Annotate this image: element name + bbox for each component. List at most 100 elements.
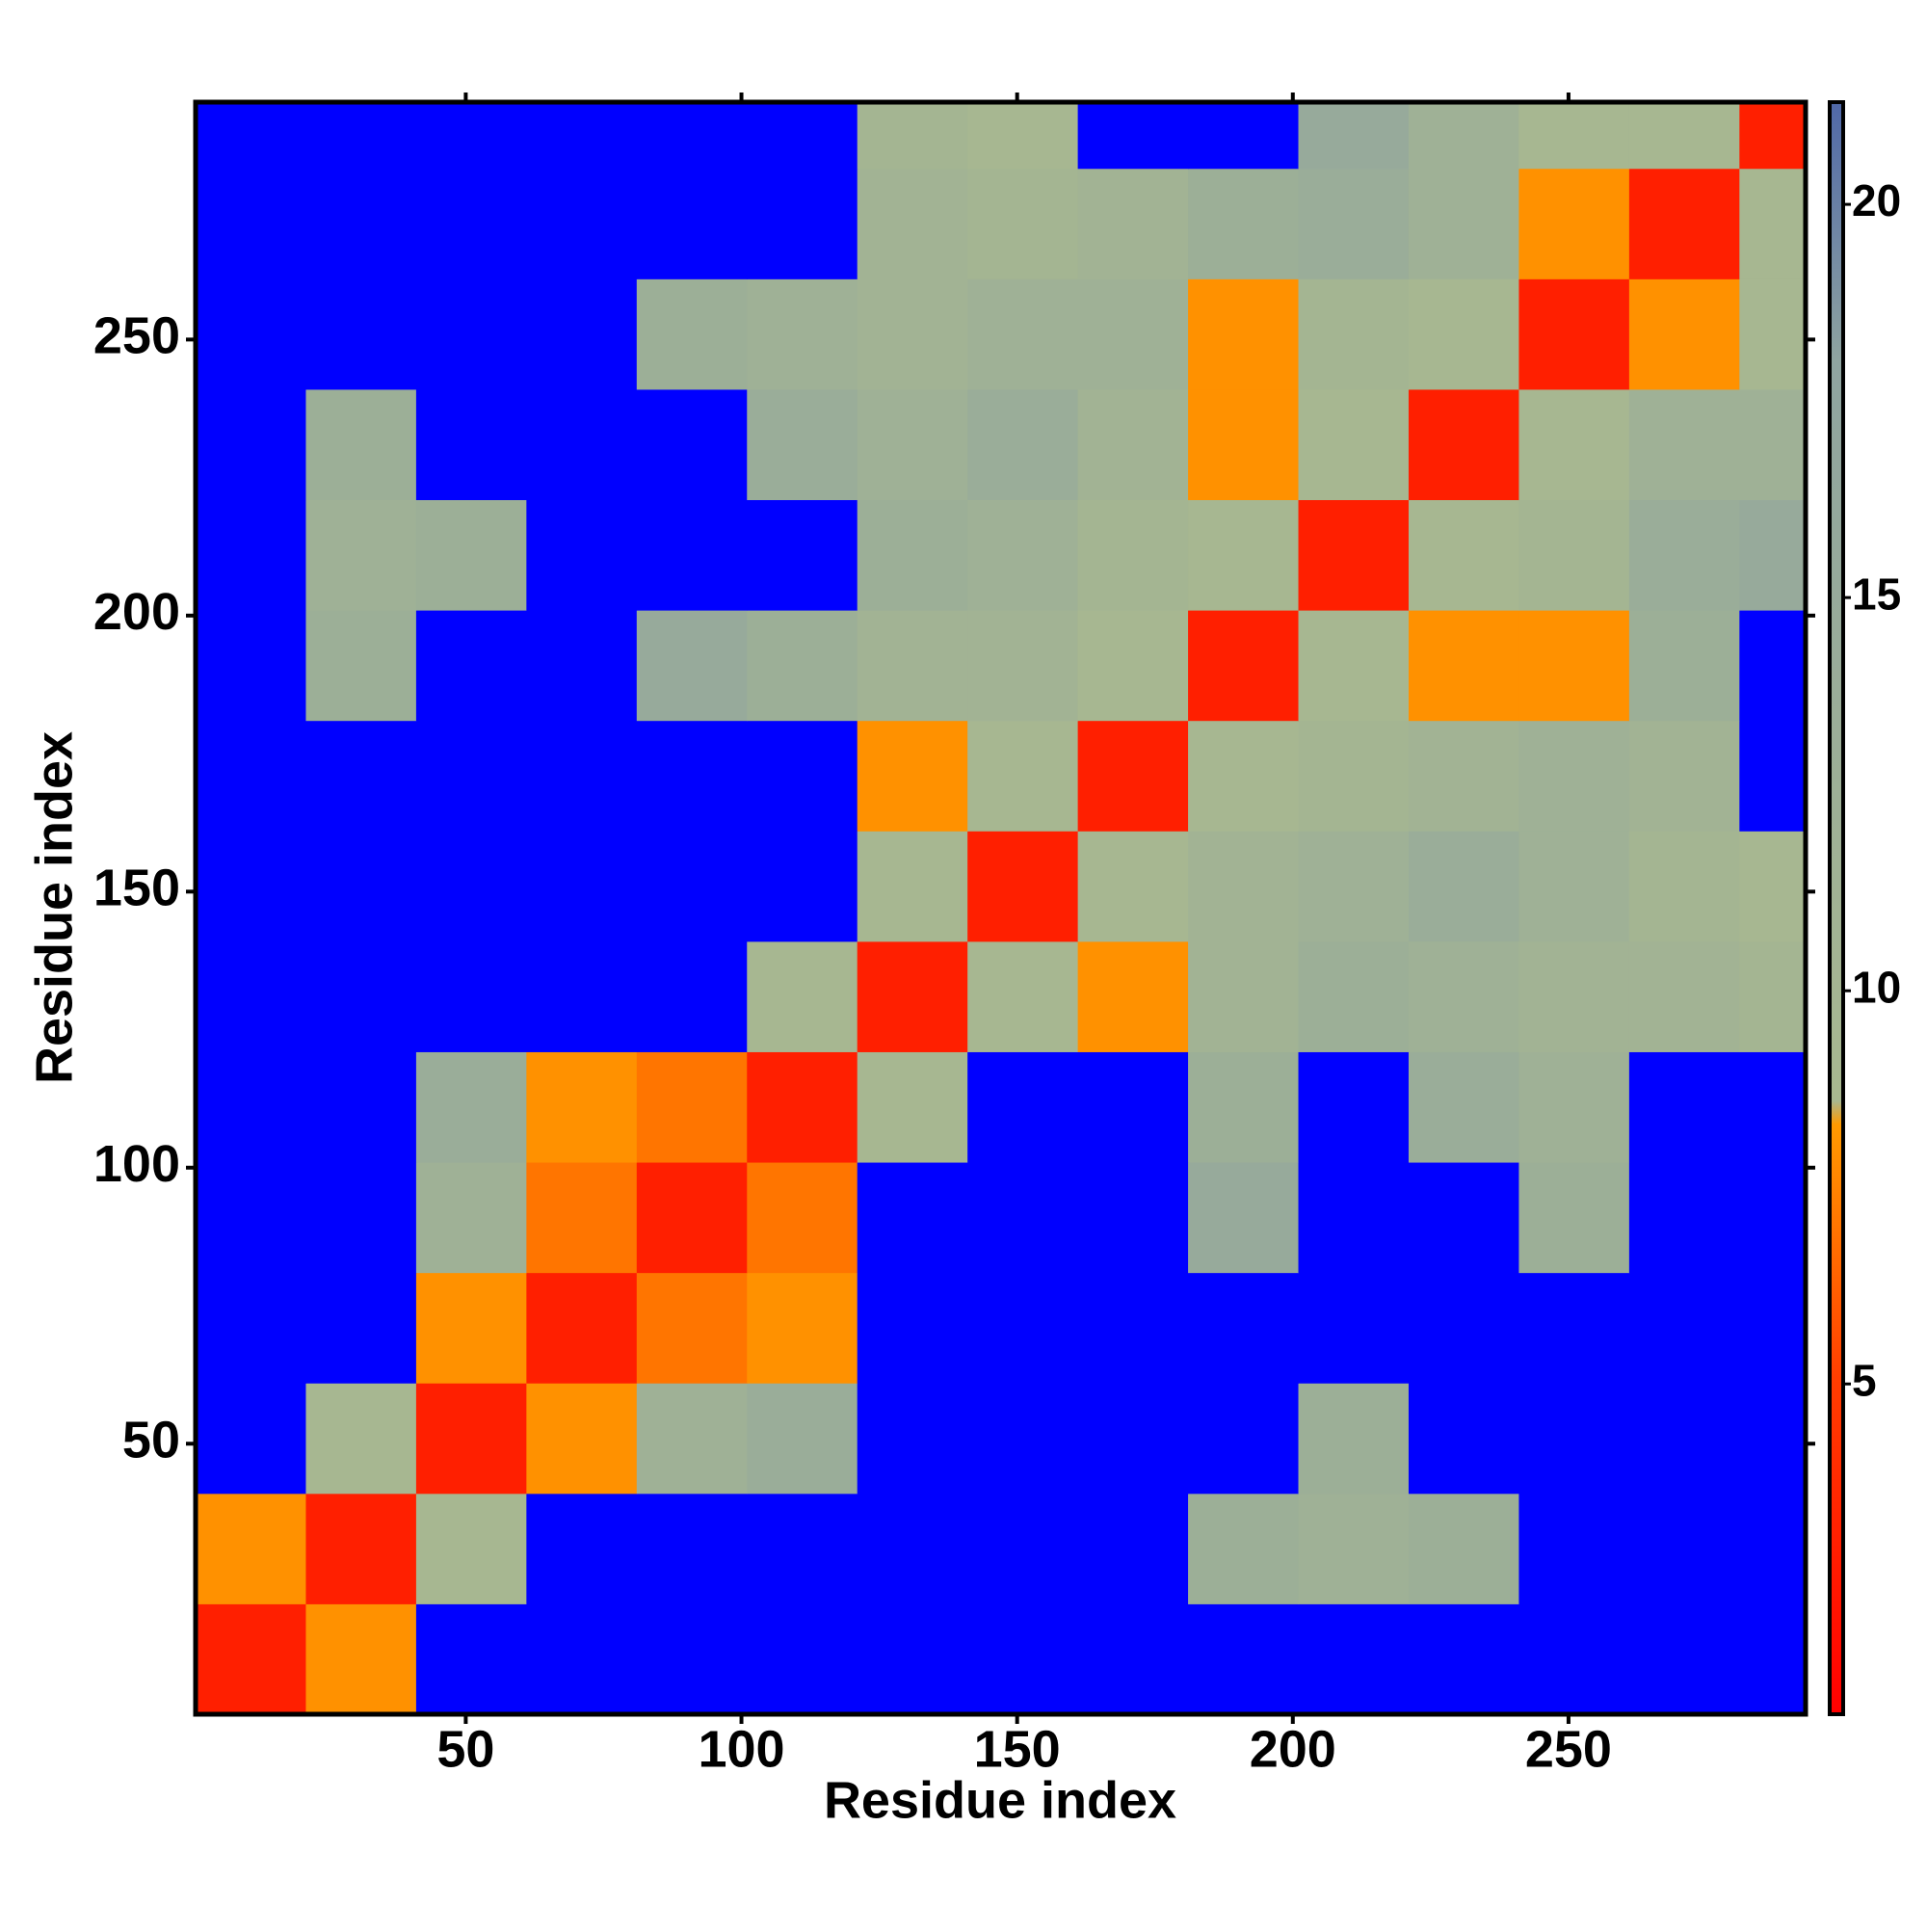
heatmap-cell [526,610,638,722]
heatmap-cell [1628,499,1740,611]
heatmap-cell [1077,1493,1189,1604]
heatmap-cell [636,168,748,279]
heatmap-cell [747,610,858,722]
heatmap-cell [1739,1603,1807,1715]
heatmap-cell [415,499,527,611]
heatmap-cell [305,610,417,722]
heatmap-cell [857,1272,968,1384]
colorbar-tick-label: 20 [1852,175,1901,225]
heatmap-cell [967,1493,1079,1604]
heatmap-cell [1739,102,1807,170]
heatmap-cell [967,388,1079,501]
heatmap-cell [747,388,858,501]
heatmap-cell [305,1603,417,1715]
heatmap-cell [967,1272,1079,1384]
heatmap-cell [1188,940,1300,1052]
heatmap-cell [1628,1162,1740,1274]
heatmap-cell [636,499,748,611]
heatmap-cell [1077,720,1189,832]
heatmap-cell [1298,831,1410,942]
heatmap-cell [857,720,968,832]
y-tick-label: 250 [93,307,180,365]
heatmap-cell [1408,1272,1519,1384]
heatmap-cell [1408,278,1519,390]
heatmap-cell [1518,102,1630,170]
heatmap-cell [636,720,748,832]
heatmap-cell [196,610,306,722]
heatmap-cell [526,168,638,279]
heatmap-cell [1518,940,1630,1052]
heatmap-cell [1739,1051,1807,1163]
heatmap-cell [1188,610,1300,722]
heatmap-cell [1518,831,1630,942]
heatmap-cell [1739,1162,1807,1274]
heatmap-cell [305,102,417,170]
y-tick-label: 150 [93,860,180,917]
x-tick-label: 150 [974,1720,1061,1778]
heatmap-cell [747,1493,858,1604]
heatmap-cell [305,388,417,501]
heatmap-cell [967,831,1079,942]
heatmap-cell [415,610,527,722]
heatmap-cell [1188,499,1300,611]
heatmap-cell [967,499,1079,611]
heatmap-cell [857,940,968,1052]
heatmap-cell [1628,720,1740,832]
heatmap-cell [305,720,417,832]
heatmap-cell [305,831,417,942]
heatmap-cell [747,499,858,611]
heatmap-cell [1188,1272,1300,1384]
heatmap-cell [636,1493,748,1604]
heatmap-cell [1077,1162,1189,1274]
heatmap-cell [1518,1051,1630,1163]
heatmap-cell [1628,610,1740,722]
heatmap-cell [196,1603,306,1715]
heatmap-cell [526,499,638,611]
heatmap-cell [1298,102,1410,170]
x-tick-label: 200 [1250,1720,1336,1778]
heatmap-cell [1298,610,1410,722]
heatmap-cell [196,278,306,390]
heatmap-cell [967,940,1079,1052]
heatmap-cell [305,940,417,1052]
heatmap-cell [415,1051,527,1163]
heatmap-cell [1298,1051,1410,1163]
heatmap-cell [636,1162,748,1274]
heatmap-cell [415,102,527,170]
heatmap-cell [857,102,968,170]
heatmap-cell [415,1272,527,1384]
heatmap-cell [967,610,1079,722]
heatmap-cell [747,102,858,170]
heatmap-cell [857,1493,968,1604]
heatmap-cell [196,1272,306,1384]
heatmap-cell [415,168,527,279]
heatmap-cell [1077,168,1189,279]
heatmap-cell [1628,102,1740,170]
heatmap-cell [196,388,306,501]
heatmap-cell [1518,168,1630,279]
heatmap-cell [305,168,417,279]
heatmap-cell [747,1162,858,1274]
heatmap-cell [857,278,968,390]
heatmap-cell [1188,831,1300,942]
heatmap-cell [1077,1051,1189,1163]
heatmap-cell [967,1383,1079,1495]
heatmap-cell [1739,168,1807,279]
heatmap-cell [1408,1603,1519,1715]
heatmap-cell [857,1383,968,1495]
heatmap-cell [1518,1603,1630,1715]
heatmap-cell [636,1051,748,1163]
heatmap-cell [636,831,748,942]
heatmap-cell [1408,1493,1519,1604]
heatmap-cell [196,1162,306,1274]
heatmap-cell [967,1162,1079,1274]
x-tick-label: 250 [1525,1720,1612,1778]
heatmap-cell [636,1383,748,1495]
heatmap-cell [1077,940,1189,1052]
heatmap-cell [1408,1051,1519,1163]
heatmap-cell [967,720,1079,832]
heatmap-cell [857,1162,968,1274]
heatmap-cell [305,1493,417,1604]
